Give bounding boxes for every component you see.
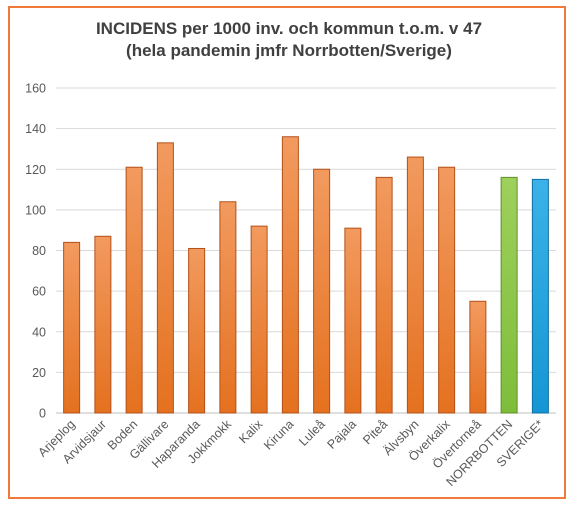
bar-haparanda — [188, 247, 206, 414]
y-tick-label: 100 — [25, 203, 46, 217]
bar-jokkmokk — [219, 201, 237, 414]
bar-arvidsjaur — [94, 235, 112, 414]
y-tick-label: 40 — [32, 325, 46, 339]
bar-piteå — [375, 176, 393, 414]
y-tick-label: 80 — [32, 244, 46, 258]
y-tick-label: 0 — [39, 407, 46, 421]
bar-kalix — [250, 225, 268, 414]
bar-gällivare — [156, 142, 174, 414]
y-tick-label: 160 — [25, 82, 46, 96]
y-tick-label: 120 — [25, 163, 46, 177]
y-tick-label: 20 — [32, 366, 46, 380]
bar-kiruna — [281, 136, 299, 414]
y-tick-label: 140 — [25, 122, 46, 136]
chart-subtitle: (hela pandemin jmfr Norrbotten/Sverige) — [126, 41, 452, 60]
chart-title-block: INCIDENS per 1000 inv. och kommun t.o.m.… — [0, 18, 578, 62]
bar-luleå — [313, 168, 331, 414]
bar-överkalix — [438, 166, 456, 414]
bar-älvsbyn — [406, 156, 424, 414]
x-tick-label: Kiruna — [261, 417, 296, 452]
bar-sverige- — [531, 178, 549, 414]
bar-norrbotten — [500, 176, 518, 414]
bar-övertorneå — [469, 300, 487, 414]
y-tick-label: 60 — [32, 285, 46, 299]
chart-title: INCIDENS per 1000 inv. och kommun t.o.m.… — [95, 19, 483, 38]
bar-pajala — [344, 227, 362, 414]
bar-arjeplog — [63, 241, 81, 414]
bar-boden — [125, 166, 143, 414]
x-tick-label: Pajala — [325, 417, 360, 452]
x-tick-label: Luleå — [296, 417, 328, 449]
